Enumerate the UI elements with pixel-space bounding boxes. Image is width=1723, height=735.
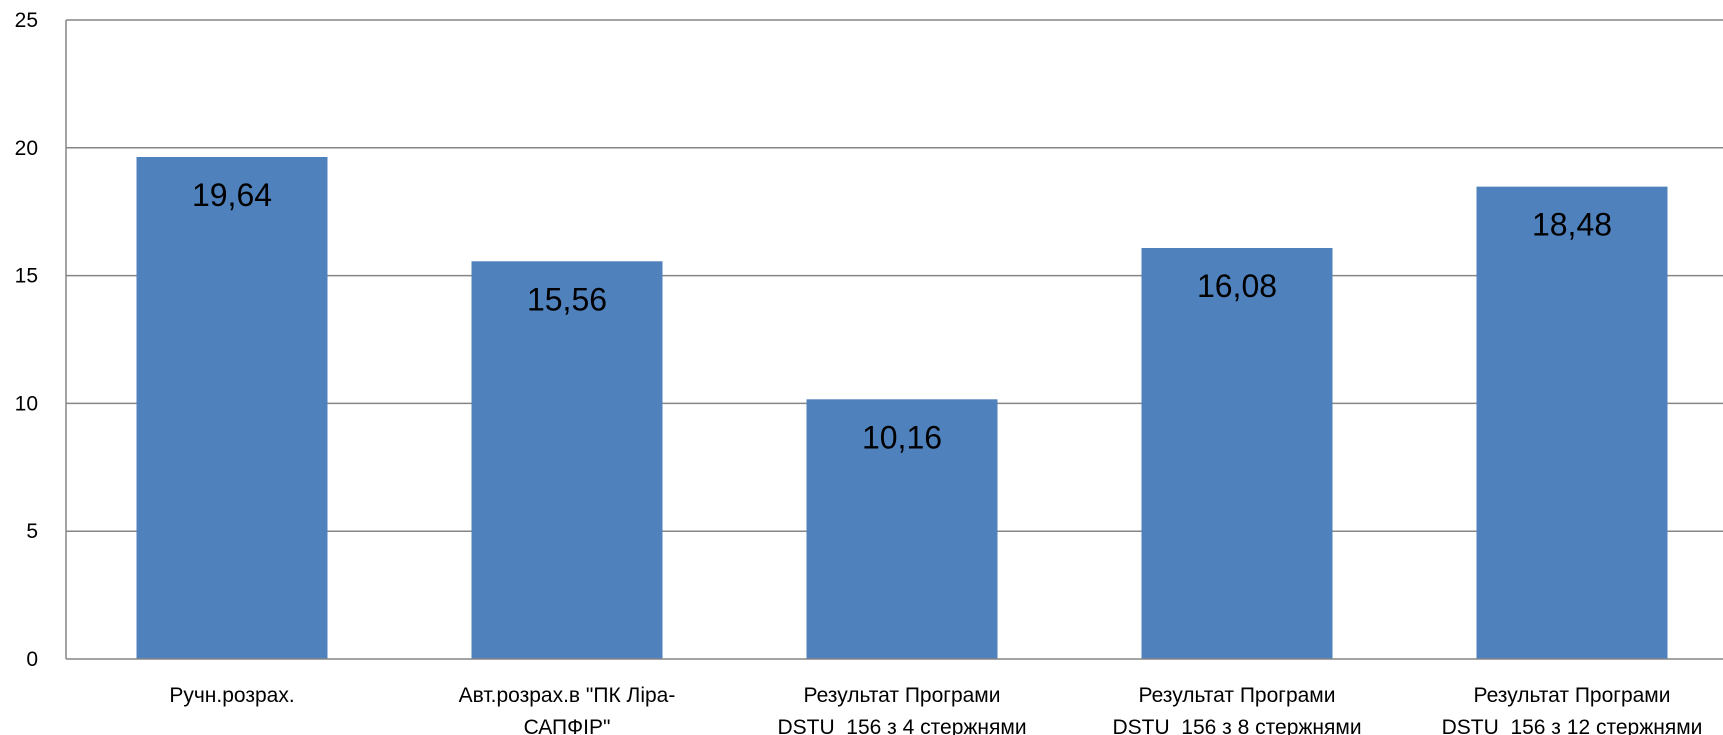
bar [1476, 186, 1668, 660]
x-category-label: САПФІР" [524, 716, 611, 735]
x-category-label: Результат Програми [1474, 684, 1671, 707]
x-category-label: Ручн.розрах. [169, 684, 294, 707]
y-tick-label: 25 [15, 9, 38, 32]
x-category-label: Авт.розрах.в "ПК Ліра- [459, 684, 676, 707]
y-tick-label: 5 [26, 520, 38, 543]
x-category-label: Результат Програми [1139, 684, 1336, 707]
data-label: 18,48 [1532, 207, 1612, 243]
data-label: 16,08 [1197, 268, 1277, 304]
x-category-label: DSTU_156 з 4 стержнями [777, 716, 1026, 735]
y-tick-label: 20 [15, 137, 38, 160]
data-label: 19,64 [192, 177, 272, 213]
bar [136, 157, 328, 660]
x-category-label: DSTU_156 з 12 стержнями [1442, 716, 1703, 735]
y-tick-label: 10 [15, 392, 38, 415]
x-category-label: Результат Програми [804, 684, 1001, 707]
data-label: 15,56 [527, 281, 607, 317]
y-tick-label: 0 [26, 648, 38, 671]
x-category-label: DSTU_156 з 8 стержнями [1112, 716, 1361, 735]
data-label: 10,16 [862, 419, 942, 455]
y-tick-label: 15 [15, 265, 38, 288]
gridlines [66, 19, 1723, 532]
bars [136, 157, 1668, 660]
bar [1141, 247, 1333, 660]
bar [806, 399, 998, 659]
axes [65, 20, 1723, 660]
bar [471, 261, 663, 659]
labels: 0 5 10 15 20 25 19,64 Ручн.розрах. 15,56 Авт.розр… [15, 9, 1703, 735]
